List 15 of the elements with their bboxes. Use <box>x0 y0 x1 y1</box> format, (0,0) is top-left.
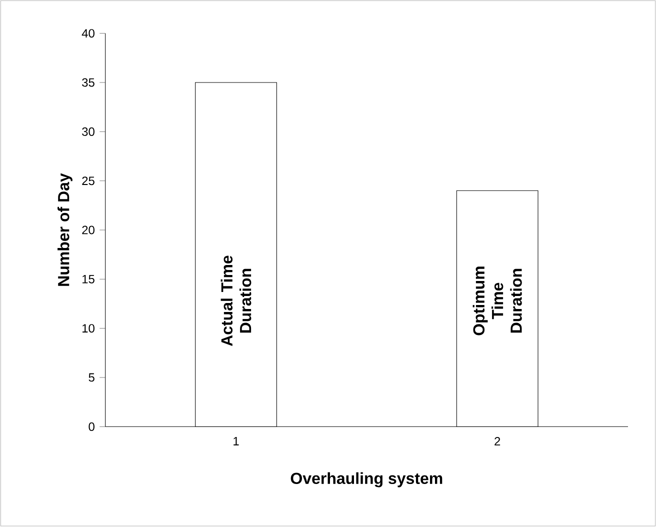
y-tick-label: 5 <box>88 373 94 382</box>
y-tick-label: 20 <box>82 226 94 234</box>
annotation: Optimum Time Duration <box>472 266 522 336</box>
y-tick-label: 25 <box>82 176 94 186</box>
x-axis-title: Overhauling system <box>290 472 442 488</box>
y-tick-label: 10 <box>82 324 94 333</box>
y-tick-label: 15 <box>82 275 94 284</box>
annotation: Actual Time Duration <box>220 256 252 346</box>
y-tick-label: 40 <box>82 29 94 38</box>
x-tick-label: 2 <box>494 437 500 446</box>
y-tick-label: 30 <box>82 128 94 136</box>
y-axis-title: Number of Day <box>58 173 72 286</box>
y-tick-label: 35 <box>82 78 94 87</box>
x-tick-label: 1 <box>234 437 239 446</box>
y-tick-label: 0 <box>88 422 94 432</box>
